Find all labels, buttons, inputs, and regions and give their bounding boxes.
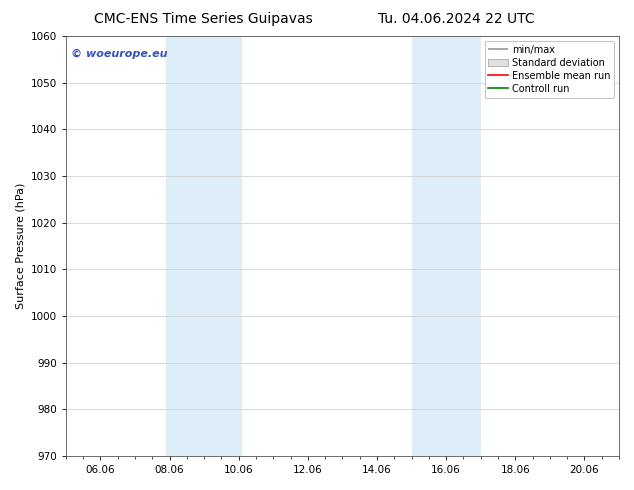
Text: CMC-ENS Time Series Guipavas: CMC-ENS Time Series Guipavas [93,12,313,26]
Y-axis label: Surface Pressure (hPa): Surface Pressure (hPa) [15,183,25,309]
Legend: min/max, Standard deviation, Ensemble mean run, Controll run: min/max, Standard deviation, Ensemble me… [484,41,614,98]
Text: © woeurope.eu: © woeurope.eu [72,49,168,59]
Bar [166,36,242,456]
Bar [411,36,481,456]
Text: Tu. 04.06.2024 22 UTC: Tu. 04.06.2024 22 UTC [378,12,535,26]
